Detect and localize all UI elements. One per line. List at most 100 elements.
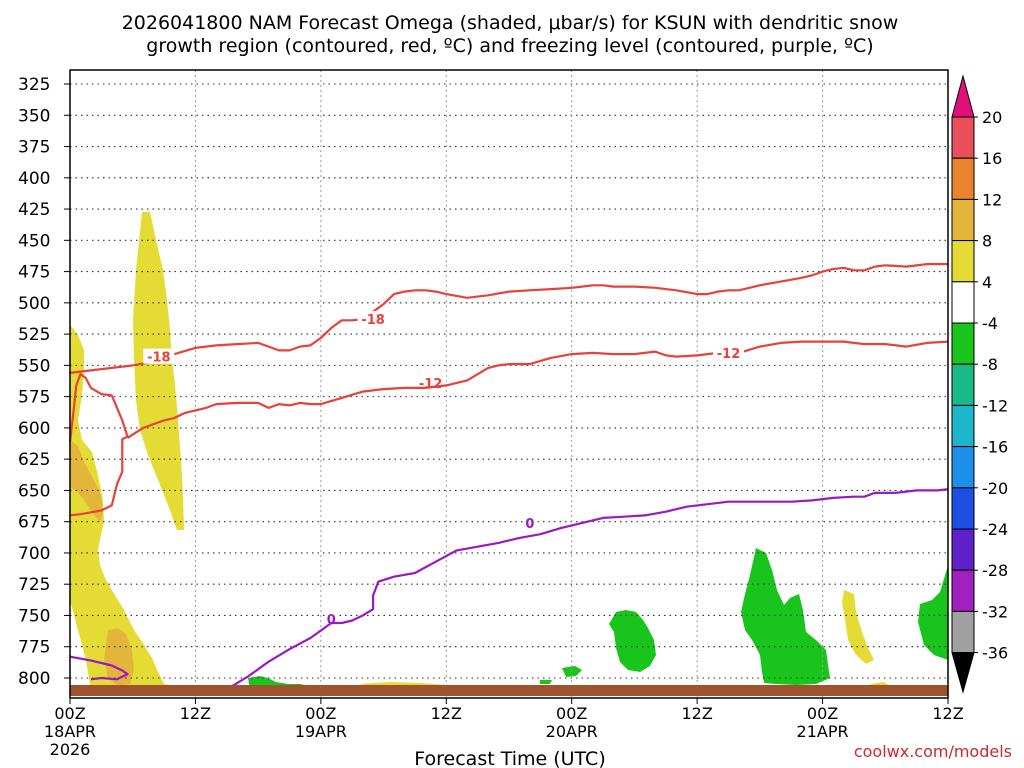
colorbar-swatch: [951, 198, 975, 242]
colorbar-swatch: [951, 157, 975, 200]
colorbar-label: 12: [982, 190, 1002, 209]
ground-surface: [70, 685, 948, 696]
y-tick-label: 625: [18, 450, 50, 470]
y-tick-label: 775: [18, 638, 50, 658]
contour-label: -18: [361, 313, 385, 328]
colorbar-swatch: [951, 446, 975, 489]
y-tick-label: 400: [18, 169, 50, 189]
contour-label: -12: [419, 377, 443, 392]
contour-label: 0: [327, 613, 336, 628]
x-tick-label: 00Z: [556, 704, 587, 723]
y-tick-label: 800: [18, 669, 50, 689]
plot-background: [70, 70, 948, 698]
colorbar-label: -32: [982, 602, 1008, 621]
y-tick-label: 675: [18, 513, 50, 533]
colorbar-label: -20: [982, 479, 1008, 498]
colorbar-label: 8: [982, 232, 992, 251]
omega-shade-orange-core-1: [70, 440, 103, 522]
colorbar-swatch: [951, 528, 975, 571]
y-tick-label: 450: [18, 231, 50, 251]
colorbar-swatch: [951, 404, 975, 448]
y-tick-label: 750: [18, 606, 50, 626]
omega-shade-green-patch-1: [609, 610, 656, 672]
omega-shading-layer: [70, 212, 948, 690]
plot-border: [69, 69, 949, 699]
x-tick-label: 12Z: [431, 704, 462, 723]
x-date-label: 21APR: [797, 722, 849, 741]
x-tick-label: 12Z: [180, 704, 211, 723]
contour-layer: -18 -18 -12 -12 0 0: [68, 263, 949, 691]
colorbar-swatch: [951, 610, 975, 654]
colorbar-label: -36: [982, 644, 1008, 663]
x-tick-label: 00Z: [807, 704, 838, 723]
contour-line: [226, 488, 949, 691]
omega-shade-green-patch-3: [918, 566, 948, 660]
chart-title-line2: growth region (contoured, red, ºC) and f…: [146, 35, 873, 57]
contour-label: -12: [717, 347, 741, 362]
y-tick-label: 700: [18, 544, 50, 564]
y-tick-label: 375: [18, 138, 50, 158]
contour-line: [69, 263, 948, 374]
x-axis-label: Forecast Time (UTC): [414, 748, 605, 768]
colorbar-swatch: [951, 281, 975, 324]
colorbar-label: -28: [982, 561, 1008, 580]
omega-shade-green-patch-6: [540, 680, 552, 684]
colorbar-swatch: [951, 569, 975, 612]
y-tick-label: 575: [18, 388, 50, 408]
colorbar-swatch: [951, 363, 975, 406]
colorbar-swatch: [951, 240, 975, 283]
colorbar-label: 16: [982, 149, 1002, 168]
omega-shade-yellow-small: [842, 590, 874, 664]
x-year-label: 2026: [50, 740, 91, 759]
colorbar-top-arrow: [951, 74, 975, 118]
omega-shade-orange-core-2: [104, 628, 134, 686]
colorbar-label: -4: [982, 314, 998, 333]
omega-shade-yellow-left: [70, 325, 195, 690]
x-date-label: 19APR: [295, 722, 347, 741]
colorbar-label: -12: [982, 396, 1008, 415]
y-tick-label: 550: [18, 356, 50, 376]
contour-line: [69, 655, 129, 681]
chart-title-line1: 2026041800 NAM Forecast Omega (shaded, μ…: [122, 12, 899, 34]
colorbar-label: -24: [982, 520, 1008, 539]
y-tick-label: 350: [18, 106, 50, 126]
colorbar-label: -8: [982, 355, 998, 374]
y-tick-label: 525: [18, 325, 50, 345]
x-date-label: 18APR: [44, 722, 96, 741]
y-tick-label: 325: [18, 75, 50, 95]
watermark: coolwx.com/models: [854, 742, 1012, 761]
contour-line: [126, 340, 949, 439]
y-tick-label: 650: [18, 481, 50, 501]
colorbar-swatch: [951, 116, 975, 159]
contour-label-bg: [523, 514, 537, 530]
y-tick-label: 500: [18, 294, 50, 314]
contour-label-bg: [143, 348, 175, 364]
x-date-label: 20APR: [546, 722, 598, 741]
contour-label-bg: [713, 344, 744, 360]
y-tick-label: 600: [18, 419, 50, 439]
omega-shade-green-patch-2: [741, 548, 830, 685]
x-tick-label: 12Z: [681, 704, 712, 723]
y-axis: 325 350 375 400 425 450 475 500 525 550 575 600 625 6…: [18, 75, 70, 689]
colorbar-label: 4: [982, 273, 992, 292]
y-tick-label: 725: [18, 575, 50, 595]
x-tick-label: 12Z: [932, 704, 963, 723]
colorbar-label: 20: [982, 108, 1002, 127]
y-tick-label: 475: [18, 263, 50, 283]
contour-label: 0: [525, 517, 534, 532]
colorbar: 20 16 12 8 4 -4 -8 -12 -16 -20 -24 -28 -32 -36: [951, 74, 1008, 694]
contour-label: -18: [147, 351, 171, 366]
colorbar-swatch: [951, 487, 975, 530]
plot-area: -18 -18 -12 -12 0 0: [68, 69, 949, 699]
grid-layer: [70, 70, 948, 698]
colorbar-label: -16: [982, 438, 1008, 457]
y-tick-label: 425: [18, 200, 50, 220]
x-tick-label: 00Z: [305, 704, 336, 723]
omega-shade-yellow-column: [133, 212, 184, 530]
colorbar-swatch: [951, 322, 975, 365]
colorbar-bottom-arrow: [951, 652, 975, 694]
contour-label-bg: [357, 311, 389, 327]
x-tick-label: 00Z: [54, 704, 85, 723]
